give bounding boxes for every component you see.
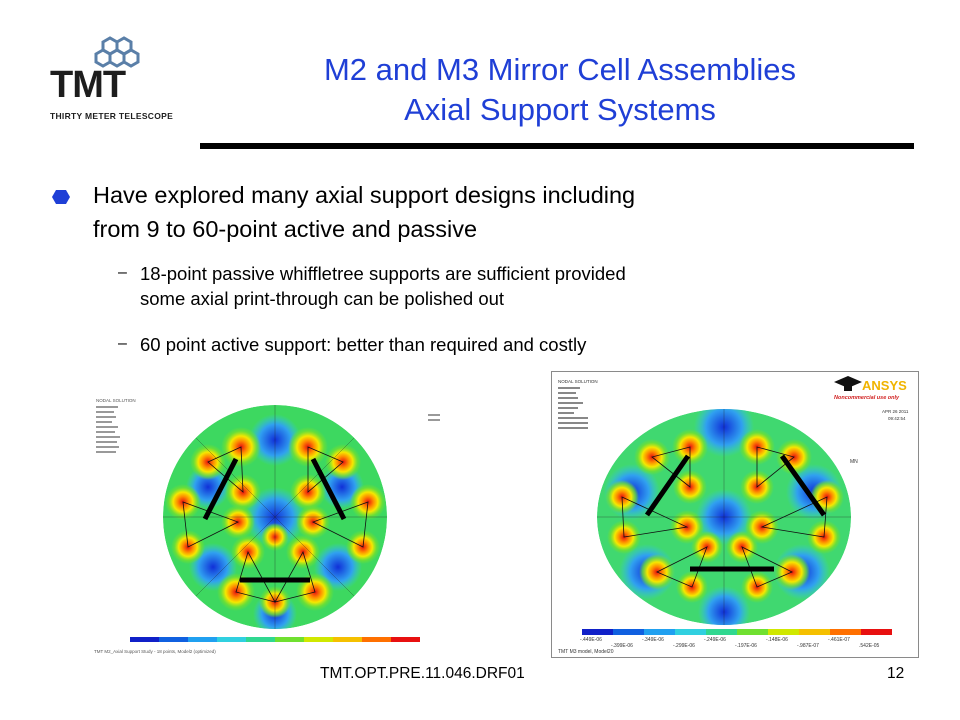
- ansys-noncommercial: Noncommercial use only: [834, 395, 900, 401]
- ansys-logo-icon: ANSYS Noncommercial use only: [834, 376, 907, 401]
- m2-header-text: NODAL SOLUTION: [96, 398, 440, 453]
- m2-deformation-plot: NODAL SOLUTION: [88, 392, 443, 657]
- logo-subtitle: THIRTY METER TELESCOPE: [50, 111, 174, 121]
- legend-label: -.197E-06: [735, 643, 757, 649]
- bullet-1-line-1: Have explored many axial support designs…: [93, 182, 636, 208]
- m2-color-legend: [130, 637, 420, 642]
- m3-date: APR 26 2011: [882, 409, 909, 414]
- m3-header: NODAL SOLUTION: [558, 379, 598, 384]
- m2-caption: TMT M2_Axial Support Study - 18 points, …: [94, 649, 216, 654]
- bullet-1: Have explored many axial support designs…: [93, 178, 873, 246]
- bullet-1-line-2: from 9 to 60-point active and passive: [93, 216, 478, 242]
- m3-caption: TMT M3 model, Model20: [558, 649, 614, 655]
- m3-deformation-plot: NODAL SOLUTION ANSYS Noncommercial use o…: [551, 371, 919, 658]
- slide-title: M2 and M3 Mirror Cell Assemblies Axial S…: [200, 50, 920, 130]
- legend-label: -.148E-06: [766, 637, 788, 643]
- sub-bullet-1: 18-point passive whiffletree supports ar…: [140, 261, 900, 311]
- legend-label: -.299E-06: [673, 643, 695, 649]
- legend-label: -.461E-07: [828, 637, 850, 643]
- ansys-brand: ANSYS: [862, 378, 907, 393]
- tmt-logo-icon: [94, 36, 140, 68]
- m3-color-legend: [582, 629, 892, 635]
- title-line-2: Axial Support Systems: [404, 92, 716, 127]
- sub-bullet-1-line-2: some axial print-through can be polished…: [140, 288, 505, 309]
- m3-min-label: MN: [850, 459, 858, 465]
- m3-time: 09:42:54: [888, 416, 906, 421]
- title-divider: [200, 143, 914, 149]
- m3-legend-labels: -.449E-06 -.399E-06 -.349E-06 -.299E-06 …: [580, 637, 880, 649]
- sub-bullet-dash-2: –: [118, 335, 127, 352]
- sub-bullet-2: 60 point active support: better than req…: [140, 332, 900, 357]
- legend-label: -.399E-06: [611, 643, 633, 649]
- m2-header: NODAL SOLUTION: [96, 398, 136, 403]
- sub-bullet-dash-1: –: [118, 264, 127, 281]
- legend-label: -.249E-06: [704, 637, 726, 643]
- legend-label: -.449E-06: [580, 637, 602, 643]
- legend-label: -.987E-07: [797, 643, 819, 649]
- m3-header-lines: [558, 387, 588, 429]
- legend-label: -.349E-06: [642, 637, 664, 643]
- logo-text: TMT: [50, 64, 126, 106]
- title-line-1: M2 and M3 Mirror Cell Assemblies: [323, 52, 797, 87]
- document-id: TMT.OPT.PRE.11.046.DRF01: [320, 665, 525, 682]
- sub-bullet-2-line-1: 60 point active support: better than req…: [140, 334, 587, 355]
- hexagon-bullet-icon: [52, 190, 70, 204]
- page-number: 12: [887, 665, 905, 682]
- legend-label: .542E-05: [859, 643, 880, 649]
- sub-bullet-1-line-1: 18-point passive whiffletree supports ar…: [140, 263, 626, 284]
